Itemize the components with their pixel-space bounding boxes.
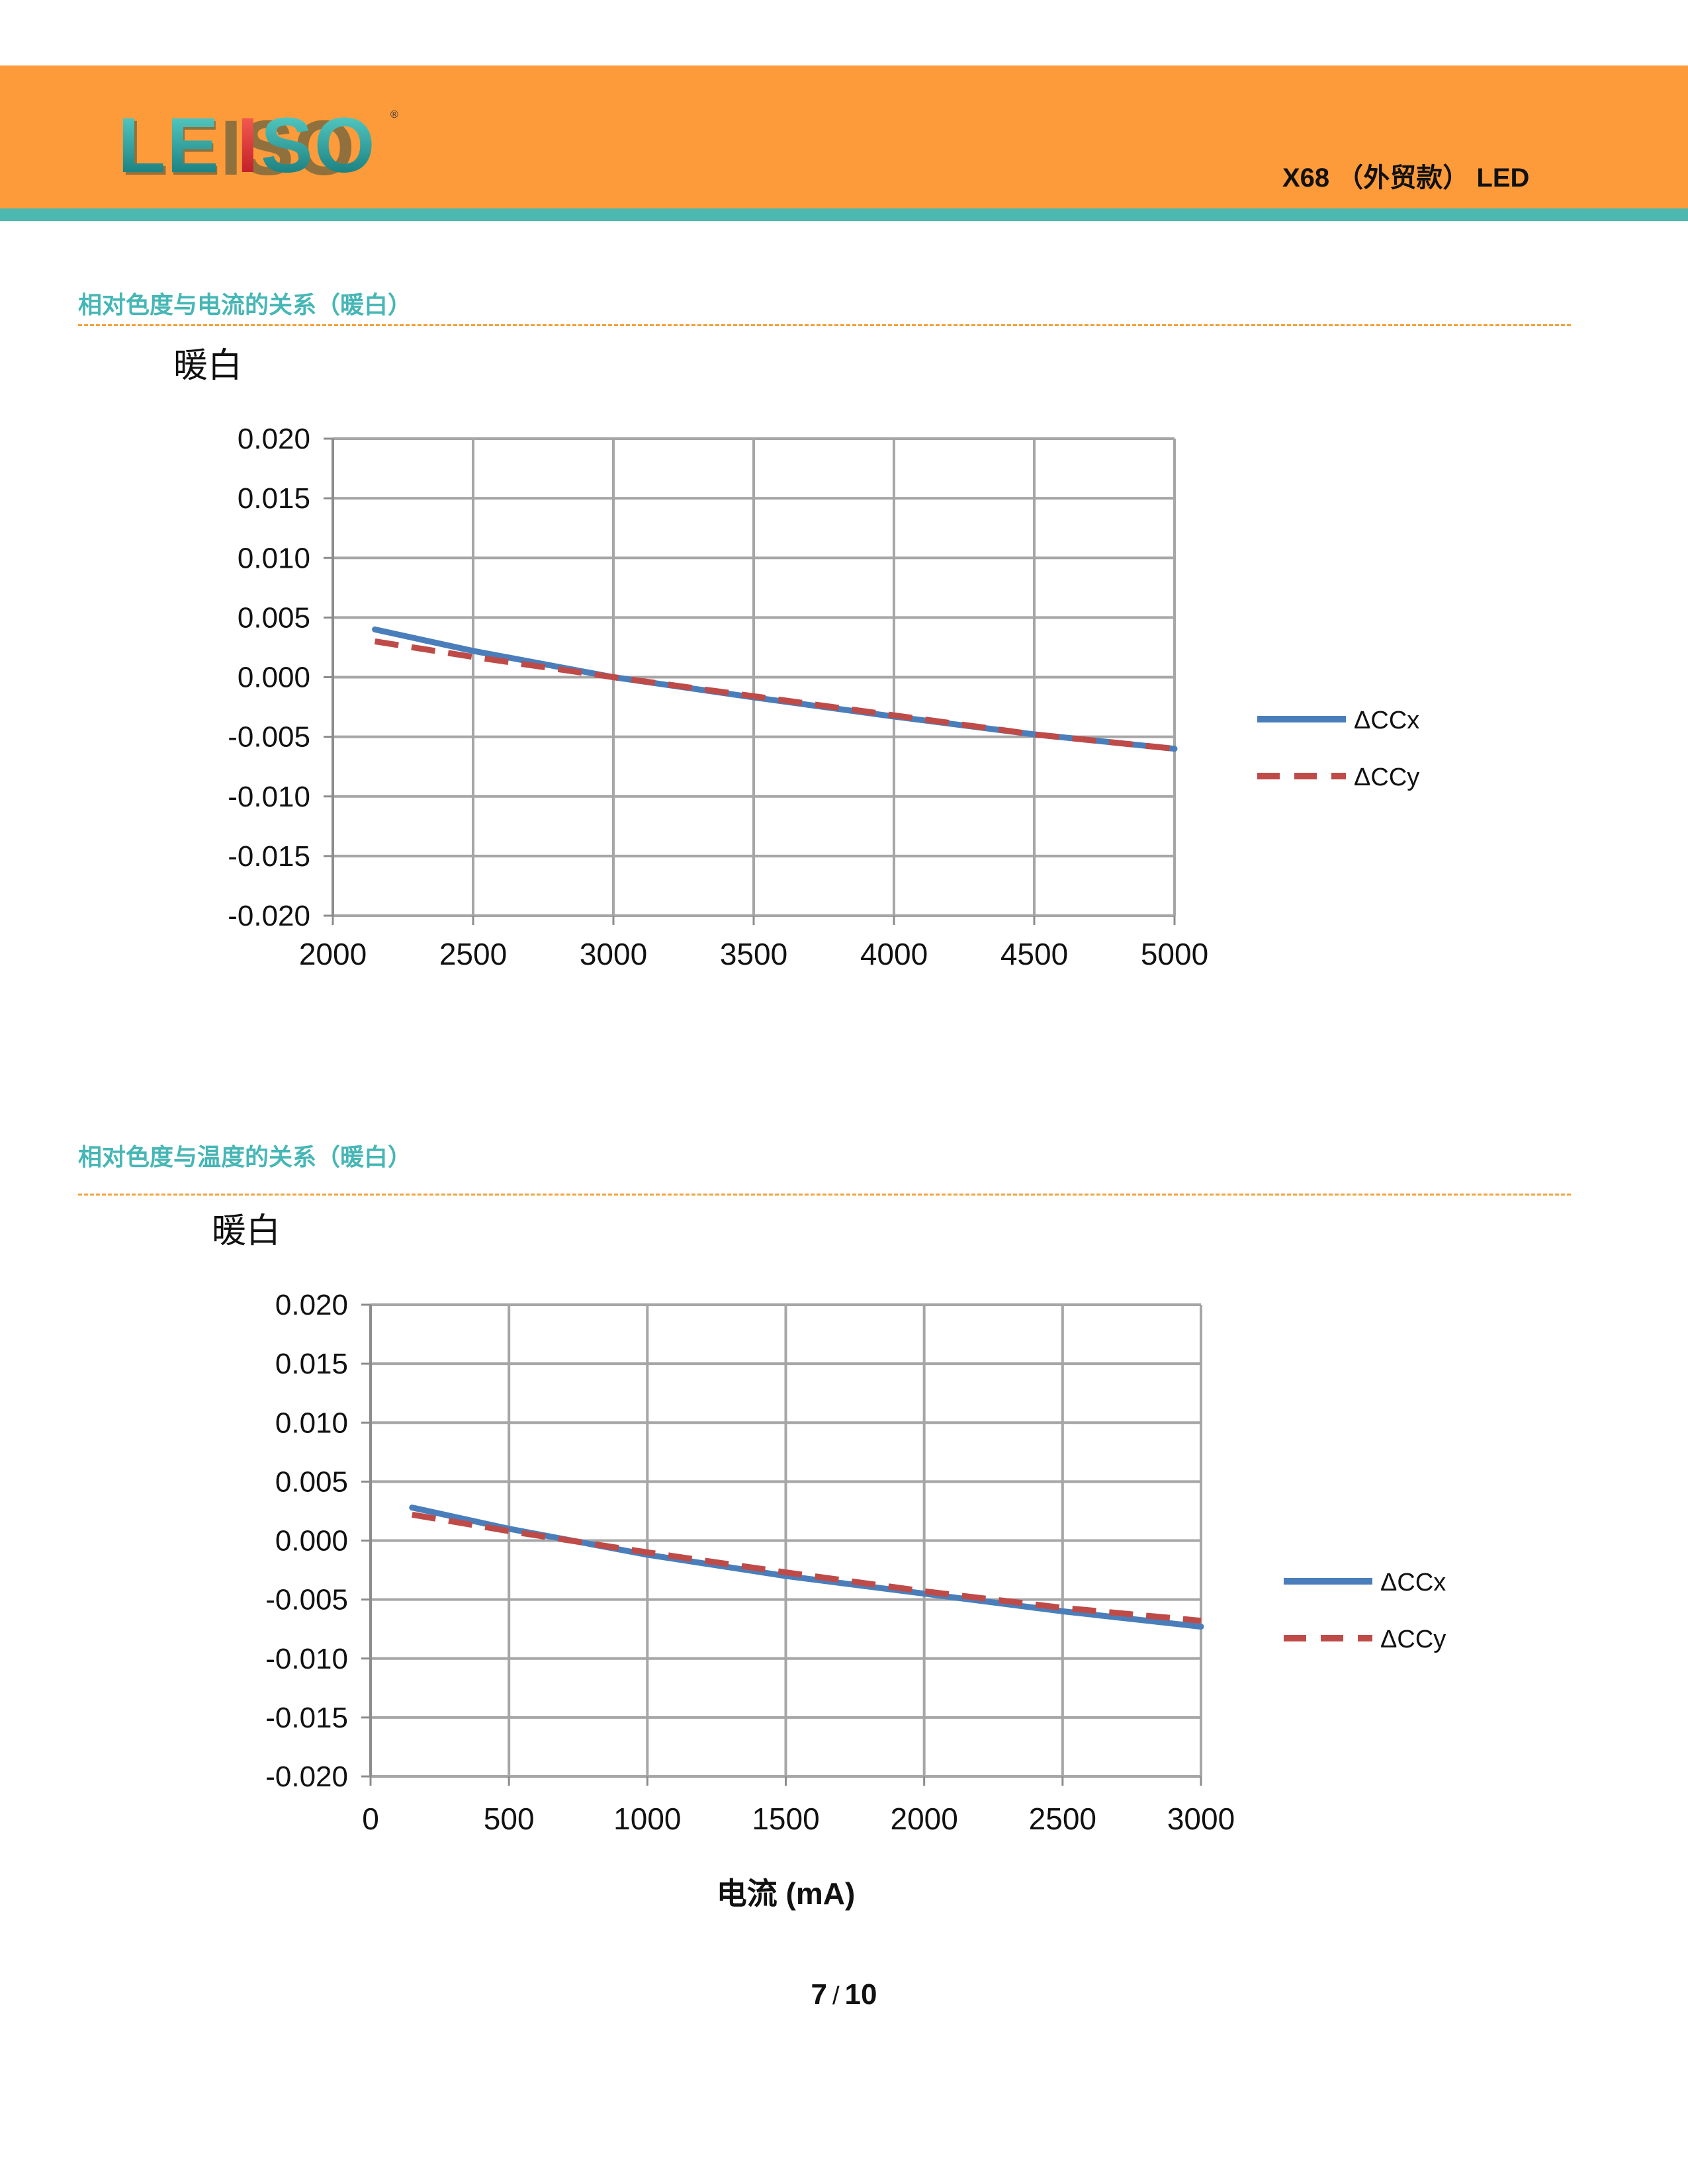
x-tick-label: 0: [362, 1802, 379, 1836]
legend-label: ΔCCy: [1380, 1626, 1446, 1653]
y-tick-label: -0.005: [265, 1584, 348, 1616]
svg-text:LEISO: LEISO: [120, 105, 355, 184]
y-tick-label: 0.000: [275, 1525, 348, 1557]
y-tick-label: 0.005: [275, 1465, 348, 1498]
y-tick-label: 0.010: [275, 1407, 348, 1439]
x-tick-label: 4500: [1000, 937, 1068, 971]
y-tick-label: 0.015: [275, 1348, 348, 1380]
chart-1-title: 暖白: [173, 347, 243, 385]
y-tick-label: 0.000: [238, 662, 310, 694]
x-tick-label: 1000: [613, 1802, 681, 1836]
y-tick-label: -0.015: [228, 840, 310, 873]
legend-label: ΔCCx: [1354, 707, 1419, 734]
document-title: X68 （外贸款） LED: [1282, 163, 1530, 193]
chart-2-title: 暖白: [212, 1212, 281, 1250]
section-divider: [78, 324, 1571, 326]
x-tick-label: 2500: [439, 937, 507, 971]
y-tick-label: 0.020: [275, 1289, 348, 1321]
svg-text:®: ®: [390, 109, 398, 120]
page-total: 10: [844, 1978, 877, 2011]
x-tick-label: 2500: [1029, 1802, 1096, 1836]
series-line-dccy: [412, 1511, 1202, 1624]
page-current: 7: [811, 1978, 827, 2011]
y-tick-label: -0.010: [228, 781, 310, 813]
x-tick-label: 5000: [1141, 937, 1208, 971]
svg-text:SO: SO: [261, 102, 377, 184]
leiso-logo: LEISO LE I SO ®: [118, 102, 398, 184]
x-axis-label: 电流 (mA): [717, 1876, 856, 1911]
header-stripe: [0, 208, 1688, 221]
x-tick-label: 3000: [1167, 1802, 1235, 1836]
legend-label: ΔCCx: [1380, 1569, 1446, 1596]
y-tick-label: -0.020: [228, 900, 310, 932]
y-tick-label: -0.020: [265, 1761, 348, 1793]
x-tick-label: 2000: [890, 1802, 957, 1836]
x-tick-label: 1500: [752, 1802, 819, 1836]
svg-text:LE: LE: [118, 102, 220, 184]
series-line-dccy: [374, 638, 1175, 752]
y-tick-label: 0.015: [238, 482, 310, 515]
svg-text:I: I: [237, 102, 259, 184]
legend-label: ΔCCy: [1354, 764, 1419, 791]
x-tick-label: 4000: [860, 937, 928, 971]
y-tick-label: 0.020: [238, 423, 310, 455]
y-tick-label: -0.015: [265, 1702, 348, 1734]
series-line-dccx: [372, 626, 1178, 752]
y-tick-label: 0.005: [238, 601, 310, 634]
x-tick-label: 3000: [580, 937, 647, 971]
y-tick-label: 0.010: [238, 542, 310, 574]
y-tick-label: -0.010: [265, 1643, 348, 1675]
x-tick-label: 3500: [720, 937, 787, 971]
y-tick-label: -0.005: [228, 721, 310, 754]
page-separator: /: [832, 1982, 840, 2010]
page-number: 7/10: [0, 1978, 1688, 2011]
x-tick-label: 500: [484, 1802, 535, 1836]
x-tick-label: 2000: [299, 937, 367, 971]
section-divider: [78, 1194, 1571, 1196]
header-bar: [0, 66, 1688, 208]
section-title-temperature: 相对色度与温度的关系（暖白）: [78, 1143, 412, 1170]
section-title-current: 相对色度与电流的关系（暖白）: [78, 291, 412, 318]
